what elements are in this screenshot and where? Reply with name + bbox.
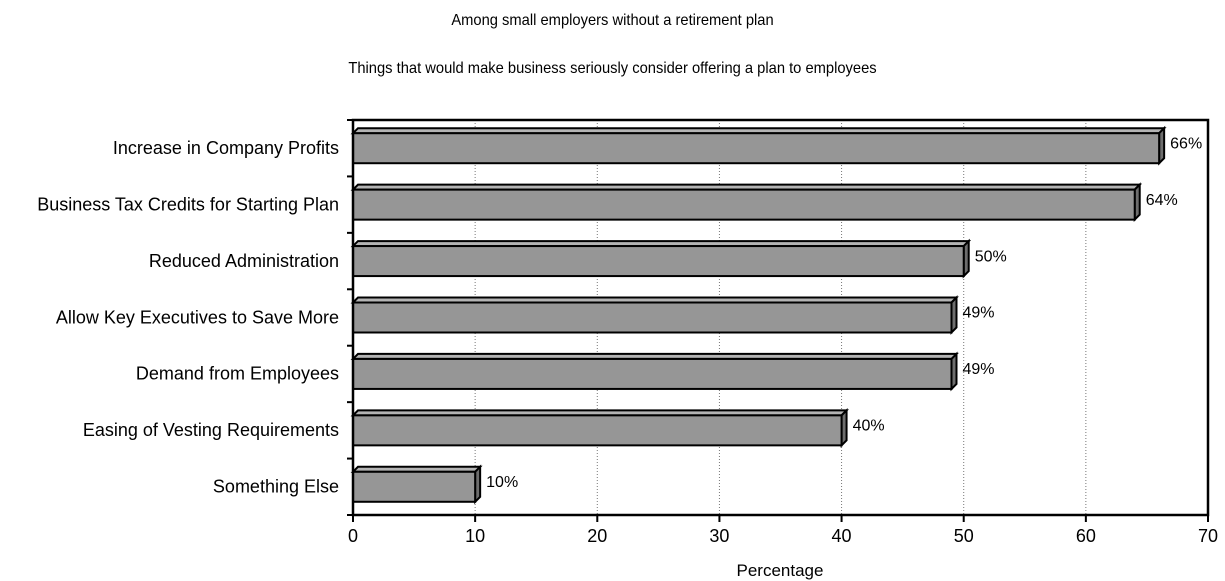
x-tick-label: 50 <box>954 526 974 546</box>
chart-title: Among small employers without a retireme… <box>451 12 774 29</box>
bar <box>350 238 972 279</box>
axes: Increase in Company Profits Business Tax … <box>37 118 1218 546</box>
bar-front-face <box>352 132 1161 165</box>
x-tick-label: 10 <box>465 526 485 546</box>
category-label: Increase in Company Profits <box>113 138 339 158</box>
data-label: 66% <box>1170 135 1202 152</box>
bar-front-face <box>352 301 953 334</box>
data-label: 50% <box>975 248 1007 265</box>
category-label: Business Tax Credits for Starting Plan <box>37 194 339 214</box>
x-tick-label: 60 <box>1076 526 1096 546</box>
bar <box>350 295 959 335</box>
data-label: 49% <box>963 361 995 378</box>
data-label: 49% <box>963 305 995 322</box>
bar <box>350 464 483 505</box>
bar <box>350 125 1167 166</box>
bar-front-face <box>352 470 477 503</box>
data-label: 64% <box>1146 192 1178 209</box>
x-tick-label: 20 <box>587 526 607 546</box>
bar <box>350 407 849 448</box>
x-tick-label: 0 <box>348 526 358 546</box>
bar-front-face <box>352 414 843 447</box>
category-label: Demand from Employees <box>136 364 339 384</box>
plot-frame <box>351 118 1210 517</box>
bar-front-face <box>352 245 965 278</box>
data-label: 10% <box>486 474 518 491</box>
bar-front-face <box>352 188 1136 221</box>
bar <box>350 351 959 392</box>
category-label: Something Else <box>213 477 339 497</box>
x-tick-label: 40 <box>832 526 852 546</box>
chart-subtitle: Things that would make business seriousl… <box>348 60 877 77</box>
category-label: Allow Key Executives to Save More <box>56 307 339 327</box>
category-label: Easing of Vesting Requirements <box>83 420 339 440</box>
x-tick-label: 70 <box>1198 526 1218 546</box>
bars: 66% 64% 50% 49% 49% 40% 10% <box>350 125 1202 505</box>
bar <box>350 182 1143 223</box>
data-label: 40% <box>853 418 885 435</box>
x-axis-title: Percentage <box>737 561 824 580</box>
x-tick-label: 30 <box>709 526 729 546</box>
category-label: Reduced Administration <box>149 251 339 271</box>
bar-front-face <box>352 357 953 390</box>
